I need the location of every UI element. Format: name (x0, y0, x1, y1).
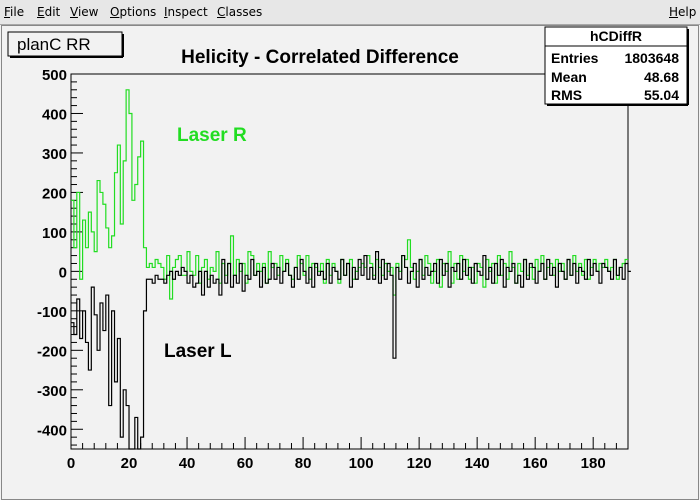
menu-help[interactable]: Help (669, 5, 697, 19)
x-tick-label: 100 (349, 455, 374, 472)
stats-box: hCDiffR Entries 1803648 Mean 48.68 RMS 5… (544, 26, 689, 106)
series-laser-l-line (71, 251, 631, 450)
stats-entries-key: Entries (551, 50, 599, 66)
menu-inspect[interactable]: Inspect (164, 5, 208, 19)
axes: 0 20 40 60 80 100 120 140 160 180 -400 -300 -200 -100… (37, 67, 629, 472)
x-tick-label: 40 (179, 455, 196, 472)
x-tick-label: 80 (295, 455, 312, 472)
pad-label: planC RR (17, 35, 91, 54)
y-tick-label: -300 (37, 383, 67, 400)
stats-mean-key: Mean (551, 69, 587, 85)
y-tick-label: 200 (42, 185, 67, 202)
y-tick-label: 300 (42, 146, 67, 163)
x-tick-label: 160 (523, 455, 548, 472)
y-tick-label: 500 (42, 67, 67, 84)
x-tick-label: 180 (581, 455, 606, 472)
chart-title: Helicity - Correlated Difference (181, 47, 459, 68)
menu-view[interactable]: View (70, 5, 99, 19)
y-tick-label: 0 (59, 264, 67, 281)
x-tick-label: 0 (67, 455, 75, 472)
stats-name: hCDiffR (590, 28, 642, 44)
y-tick-label: 100 (42, 225, 67, 242)
pad-label-box: planC RR (7, 31, 124, 58)
annotation-laser-l: Laser L (164, 341, 232, 362)
x-tick-label: 140 (465, 455, 490, 472)
menu-bar: File Edit View Options Inspect Classes H… (0, 0, 700, 25)
x-tick-label: 60 (237, 455, 254, 472)
menu-file[interactable]: File (4, 5, 25, 19)
x-tick-label: 120 (407, 455, 432, 472)
menu-classes[interactable]: Classes (217, 5, 263, 19)
y-tick-label: -100 (37, 304, 67, 321)
x-tick-label: 20 (121, 455, 138, 472)
stats-rms-key: RMS (551, 87, 582, 103)
y-tick-label: 400 (42, 106, 67, 123)
annotation-laser-r: Laser R (177, 125, 247, 146)
plot-area (71, 89, 631, 450)
y-tick-label: -400 (37, 422, 67, 439)
stats-mean-value: 48.68 (644, 69, 679, 85)
menu-options[interactable]: Options (110, 5, 157, 19)
menu-edit[interactable]: Edit (37, 5, 61, 19)
y-tick-label: -200 (37, 343, 67, 360)
stats-entries-value: 1803648 (624, 50, 679, 66)
stats-rms-value: 55.04 (644, 87, 679, 103)
